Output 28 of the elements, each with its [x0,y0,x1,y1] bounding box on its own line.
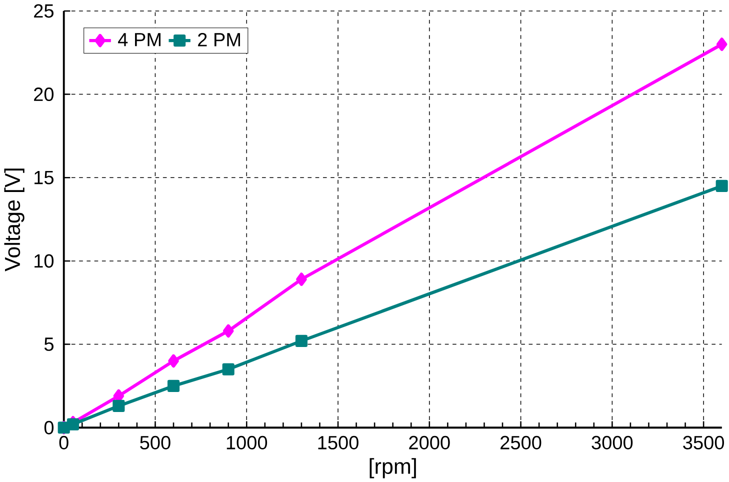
y-tick-label: 15 [34,170,54,184]
x-tick-label: 1500 [318,436,358,450]
x-axis-title: [rpm] [370,458,416,478]
point [112,400,125,412]
y-tick-label: 5 [44,337,54,351]
y-axis-title: Voltage [V] [4,168,24,272]
y-tick-label: 25 [34,4,54,18]
y-tick-label: 20 [34,87,54,101]
x-tick-label: 500 [140,436,170,450]
point [296,272,307,286]
point [167,380,180,392]
y-tick-label: 0 [44,420,54,434]
x-tick-label: 2000 [409,436,450,450]
point [222,363,234,376]
y-tick-label: 10 [34,254,54,268]
x-tick-label: 2500 [500,436,542,450]
x-tick-label: 1000 [226,436,268,450]
point [716,37,728,51]
point [716,180,728,192]
x-tick-label: 0 [59,436,68,450]
x-tick-label: 3500 [683,436,724,450]
point [66,418,80,430]
point [168,354,179,368]
legend-label: 4 PM [118,32,160,46]
point [295,334,308,347]
x-tick-label: 3000 [592,436,633,450]
point [222,324,234,338]
legend-label: 2 PM [198,32,240,46]
